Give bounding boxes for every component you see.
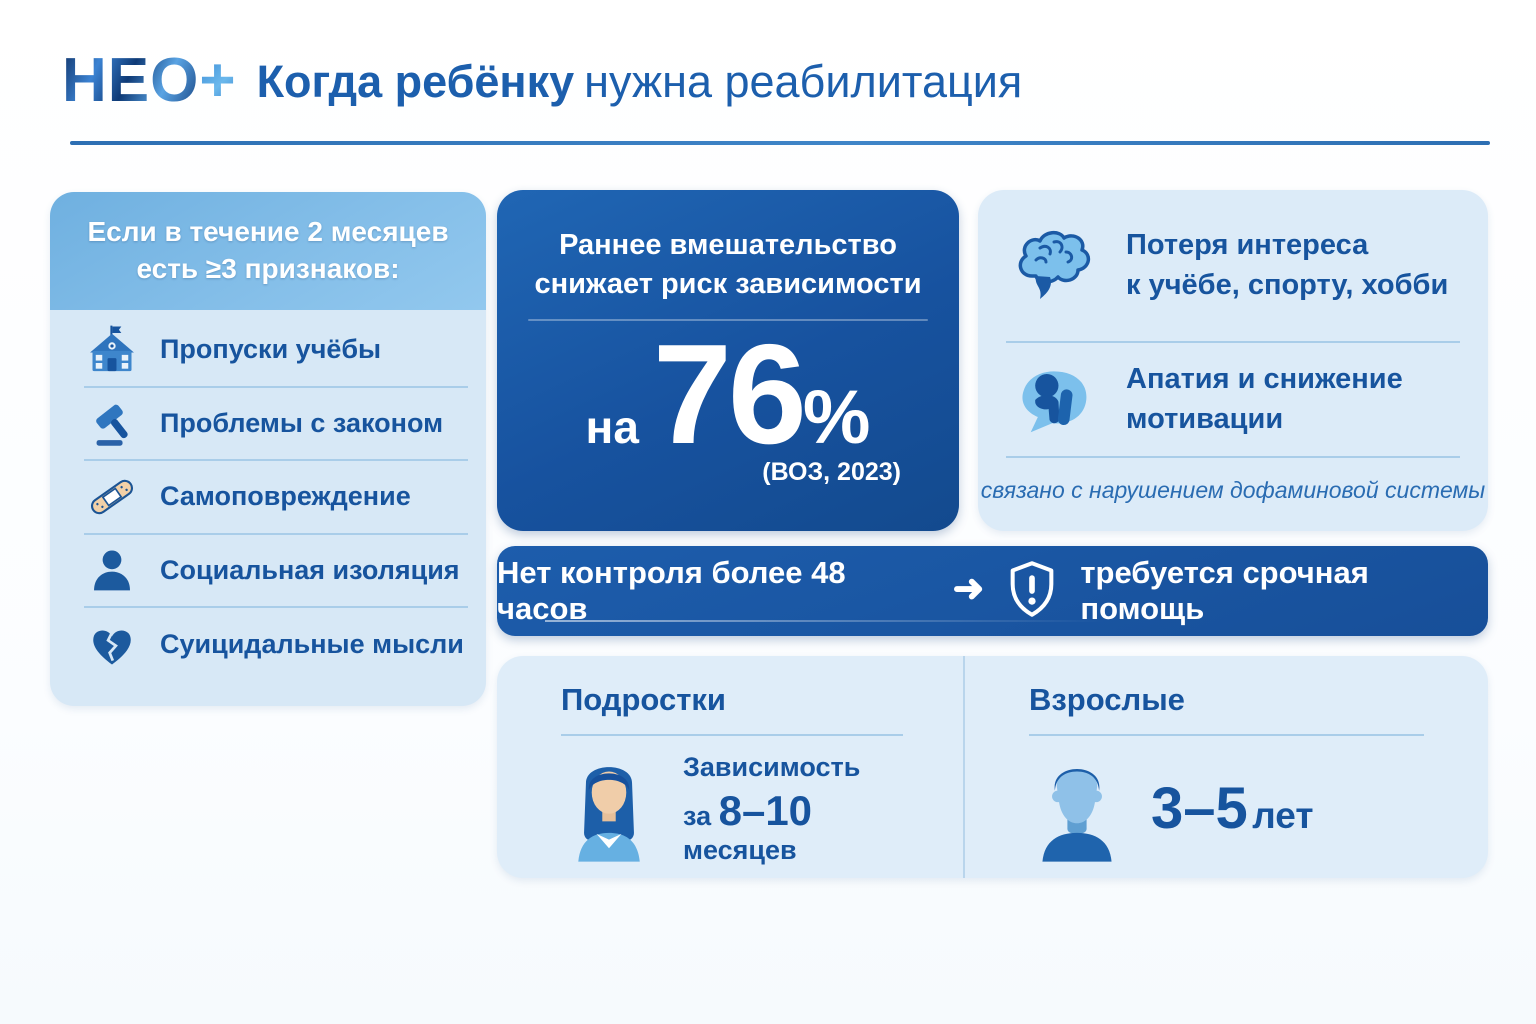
list-item-label: Самоповреждение	[160, 481, 411, 512]
stat-source: (ВОЗ, 2023)	[762, 458, 901, 487]
logo-text: НЕО	[62, 46, 200, 115]
adults-value: 3–5	[1151, 776, 1248, 841]
neo-plus-logo: НЕО+	[62, 50, 237, 112]
adults-title: Взрослые	[1029, 682, 1424, 736]
list-item: Социальная изоляция	[84, 535, 468, 608]
adults-content: 3–5 лет	[1029, 750, 1458, 867]
stat-number: 76	[652, 315, 807, 475]
adults-column: Взрослые 3–5 лет	[965, 656, 1488, 878]
apathy-icon	[1006, 361, 1102, 439]
alert-action: требуется срочная помощь	[1080, 555, 1488, 627]
list-item: Потеря интереса к учёбе, спорту, хобби	[1006, 190, 1460, 343]
timeline-card: Подростки Зависимость за	[497, 656, 1488, 878]
stat-prefix: на	[585, 401, 639, 454]
list-item: Суицидальные мысли	[84, 608, 468, 682]
signs-list: Пропуски учёбы Проблемы с законом	[50, 310, 486, 682]
list-item-label: Проблемы с законом	[160, 407, 444, 438]
stat-heading: Раннее вмешательство снижает риск зависи…	[497, 190, 959, 304]
symptoms-card: Потеря интереса к учёбе, спорту, хобби А…	[978, 190, 1488, 531]
list-item-label: Суицидальные мысли	[160, 629, 464, 660]
list-item-label: Социальная изоляция	[160, 554, 460, 585]
stat-value: 76%	[653, 322, 871, 468]
adults-suffix: лет	[1252, 795, 1314, 836]
signs-heading-line1: Если в течение 2 месяцев	[87, 216, 449, 247]
list-item: Самоповреждение	[84, 461, 468, 535]
symptom-label-line2: к учёбе, спорту, хобби	[1126, 268, 1449, 301]
teens-value: 8–10	[718, 786, 813, 834]
alert-action-bold: срочная помощь	[1080, 555, 1369, 626]
signs-heading-line2: есть ≥3 признаков:	[136, 252, 400, 284]
list-item-label: Пропуски учёбы	[160, 334, 382, 365]
teens-suffix: месяцев	[683, 834, 797, 865]
gavel-icon	[84, 397, 140, 449]
header-divider	[70, 141, 1490, 145]
symptom-label-line1: Апатия и снижение	[1126, 363, 1403, 396]
alert-condition: Нет контроля более 48 часов	[497, 555, 846, 626]
list-item-label: Апатия и снижение мотивации	[1126, 360, 1403, 438]
person-icon	[84, 545, 140, 595]
list-item: Проблемы с законом	[84, 388, 468, 461]
bandage-icon	[84, 470, 140, 524]
teens-title: Подростки	[561, 682, 904, 736]
adult-man-avatar	[1029, 750, 1125, 867]
logo-plus-icon: +	[199, 46, 237, 115]
page-title-bold: Когда ребёнку	[256, 55, 575, 107]
stat-heading-line2: снижает риск зависимости	[534, 268, 922, 301]
brain-icon	[1006, 223, 1102, 309]
stat-value-row: на 76%	[497, 322, 959, 468]
stat-percent-sign: %	[802, 375, 871, 461]
header: НЕО+ Когда ребёнку нужна реабилитация	[62, 50, 1022, 112]
alert-action-prefix: требуется	[1080, 555, 1234, 590]
page-title: Когда ребёнку нужна реабилитация	[257, 59, 1023, 104]
stat-heading-line1: Раннее вмешательство	[559, 229, 897, 261]
symptom-label-line1: Потеря интереса	[1126, 229, 1369, 262]
signs-panel: Если в течение 2 месяцев есть ≥3 признак…	[50, 192, 486, 706]
shield-alert-icon	[1006, 560, 1058, 623]
alert-banner: Нет контроля более 48 часов ➜ требуется …	[497, 546, 1488, 636]
teens-content: Зависимость за 8–10 месяцев	[561, 750, 933, 867]
page-title-regular: нужна реабилитация	[584, 55, 1023, 107]
teens-line1: Зависимость	[683, 751, 861, 782]
teen-girl-avatar	[561, 750, 657, 867]
list-item-label: Потеря интереса к учёбе, спорту, хобби	[1126, 226, 1448, 304]
teens-prefix: за	[683, 800, 712, 831]
symptom-label-line2: мотивации	[1126, 402, 1284, 435]
teens-line2: за 8–10 месяцев	[683, 787, 933, 866]
arrow-right-icon: ➜	[952, 568, 985, 610]
list-item: Пропуски учёбы	[84, 314, 468, 388]
list-item: Апатия и снижение мотивации	[1006, 343, 1460, 458]
school-icon	[84, 324, 140, 376]
stat-divider	[528, 319, 928, 322]
teens-column: Подростки Зависимость за	[497, 656, 965, 878]
broken-heart-icon	[84, 620, 140, 670]
symptoms-footnote: связано с нарушением дофаминовой системы	[980, 477, 1486, 503]
adults-text: 3–5 лет	[1151, 775, 1313, 842]
signs-panel-heading: Если в течение 2 месяцев есть ≥3 признак…	[50, 192, 486, 310]
alert-underline	[545, 620, 1105, 622]
teens-text: Зависимость за 8–10 месяцев	[683, 752, 933, 866]
stat-card: Раннее вмешательство снижает риск зависи…	[497, 190, 959, 531]
